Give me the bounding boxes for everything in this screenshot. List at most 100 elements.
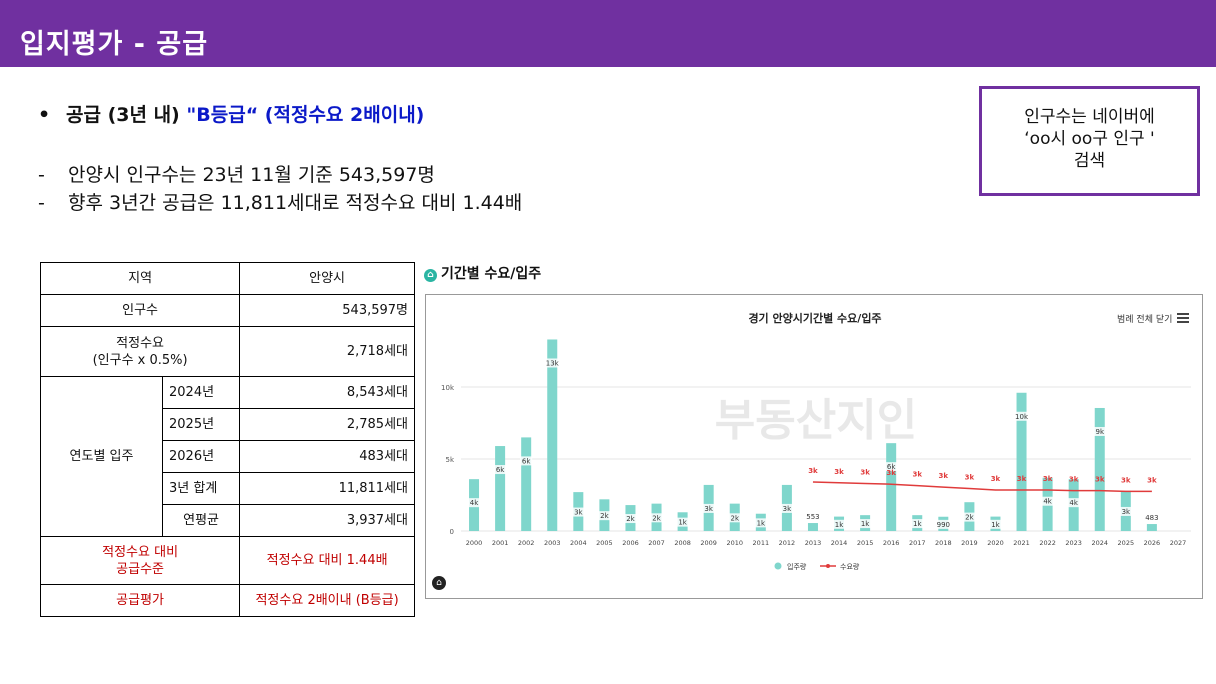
- grade-text: "B등급“ (적정수요 2배이내): [186, 104, 425, 126]
- x-tick-label: 2020: [987, 539, 1004, 547]
- bar: [1146, 524, 1157, 531]
- bar-label-bg: [543, 358, 561, 368]
- bar-label: 10k: [1015, 413, 1029, 421]
- bar: [886, 443, 897, 531]
- table-row: 지역 안양시: [39, 262, 415, 295]
- ratio-sub-label: 공급수준: [116, 561, 165, 577]
- x-tick-label: 2017: [909, 539, 926, 547]
- legend-line-label: 수요량: [840, 563, 860, 571]
- bar-label: 4k: [1043, 498, 1052, 506]
- bar-label-bg: [1013, 411, 1031, 421]
- bar-label: 6k: [887, 463, 896, 471]
- supply-line: - 향후 3년간 공급은 11,811세대로 적정수요 대비 1.44배: [38, 188, 522, 215]
- x-tick-label: 2010: [726, 539, 743, 547]
- population-line: - 안양시 인구수는 23년 11월 기준 543,597명: [38, 160, 435, 187]
- legend-line-dot: [826, 564, 830, 568]
- year-value: 11,811세대: [239, 472, 415, 505]
- bar-label-bg: [1119, 506, 1132, 516]
- hamburger-menu-icon[interactable]: [1177, 313, 1189, 323]
- bar-label: 3k: [783, 505, 792, 513]
- x-tick-label: 2002: [518, 539, 535, 547]
- bar-label: 1k: [913, 520, 922, 528]
- supply-grade-bullet: • 공급 (3년 내) "B등급“ (적정수요 2배이내): [38, 100, 424, 127]
- ratio-value: 적정수요 대비 1.44배: [239, 536, 415, 585]
- year-label: 3년 합계: [161, 472, 241, 505]
- bar-label: 2k: [626, 515, 635, 523]
- year-label: 2026년: [161, 440, 241, 473]
- line-label: 3k: [1095, 476, 1105, 484]
- y-tick-label: 0: [450, 528, 454, 536]
- bar-label: 6k: [522, 457, 531, 465]
- eval-label: 공급평가: [39, 584, 241, 617]
- year-label: 2025년: [161, 408, 241, 441]
- bar-label: 1k: [861, 520, 870, 528]
- table-row: 적정수요 (인구수 x 0.5%) 2,718세대: [39, 326, 415, 377]
- table-row: 2026년 483세대: [41, 440, 415, 473]
- x-tick-label: 2018: [935, 539, 952, 547]
- bar-label-bg: [468, 498, 481, 508]
- x-tick-label: 2025: [1118, 539, 1135, 547]
- x-tick-label: 2012: [779, 539, 796, 547]
- legend-close-button[interactable]: 범례 전체 닫기: [1117, 315, 1173, 325]
- year-value: 8,543세대: [239, 376, 415, 409]
- population-label: 인구수: [39, 294, 241, 327]
- population-value: 543,597명: [239, 294, 415, 327]
- bar-label: 1k: [757, 519, 766, 527]
- bar-label-bg: [728, 513, 741, 523]
- y-tick-label: 5k: [445, 456, 454, 464]
- bar-label: 1k: [678, 519, 687, 527]
- demand-sub-label: (인구수 x 0.5%): [92, 352, 188, 368]
- supply-text: 향후 3년간 공급은 11,811세대로 적정수요 대비 1.44배: [68, 192, 523, 214]
- line-label: 3k: [1069, 476, 1079, 484]
- x-tick-label: 2022: [1039, 539, 1056, 547]
- x-tick-label: 2008: [674, 539, 691, 547]
- chart-section-title: ⌂ 기간별 수요/입주: [424, 263, 541, 283]
- bar-label-bg: [572, 507, 585, 517]
- supply-demand-chart: 경기 안양시기간별 수요/입주 0 5k 10k 부동산지인 4k 6k 6k 13k 3k 2k 2…: [441, 311, 1191, 571]
- year-value: 2,785세대: [239, 408, 415, 441]
- home-icon: ⌂: [424, 269, 437, 282]
- year-value: 3,937세대: [239, 504, 415, 537]
- supply-table: 지역 안양시 인구수 543,597명 적정수요 (인구수 x 0.5%) 2,…: [39, 262, 415, 617]
- x-tick-label: 2019: [961, 539, 978, 547]
- line-label: 3k: [808, 467, 818, 475]
- line-label: 3k: [834, 468, 844, 476]
- ratio-label-cell: 적정수요 대비 공급수준: [39, 536, 241, 585]
- table-row: 연도별 입주 2024년 8,543세대: [40, 376, 415, 537]
- ratio-label: 적정수요 대비: [102, 544, 179, 560]
- bar-label: 2k: [652, 514, 661, 522]
- x-tick-label: 2004: [570, 539, 587, 547]
- year-label: 2024년: [161, 376, 241, 409]
- x-tick-label: 2021: [1013, 539, 1030, 547]
- x-tick-label: 2007: [648, 539, 665, 547]
- bar-label: 4k: [470, 499, 479, 507]
- bar: [521, 437, 532, 531]
- dash-marker: -: [38, 192, 45, 214]
- header-bar: 입지평가 - 공급: [0, 0, 1216, 67]
- bar-label-bg: [911, 519, 924, 529]
- bar-label-bg: [833, 519, 846, 529]
- bar-label-bg: [650, 513, 663, 523]
- x-tick-label: 2024: [1091, 539, 1108, 547]
- population-text: 안양시 인구수는 23년 11월 기준 543,597명: [68, 164, 435, 186]
- watermark-text: 부동산지인: [715, 395, 917, 446]
- bar-label-bg: [989, 519, 1002, 529]
- region-label: 지역: [39, 262, 241, 295]
- demand-label: 적정수요: [116, 335, 165, 351]
- year-label: 연평균: [161, 504, 241, 537]
- line-label: 3k: [1043, 475, 1053, 483]
- note-box: 인구수는 네이버에 ‘oo시 oo구 인구 ' 검색: [979, 86, 1200, 196]
- line-label: 3k: [965, 474, 975, 482]
- x-tick-label: 2001: [492, 539, 509, 547]
- bar: [1094, 407, 1105, 531]
- line-label: 3k: [886, 469, 896, 477]
- bar-label-bg: [702, 503, 715, 513]
- x-tick-label: 2014: [831, 539, 848, 547]
- table-row: 적정수요 대비 공급수준 적정수요 대비 1.44배: [39, 536, 415, 585]
- x-tick-label: 2026: [1144, 539, 1161, 547]
- bar: [1016, 392, 1027, 531]
- bar-label-bg: [1093, 426, 1106, 436]
- bar: [807, 523, 818, 531]
- supply-label: 공급 (3년 내): [66, 104, 187, 126]
- chart-panel: 경기 안양시기간별 수요/입주 0 5k 10k 부동산지인 4k 6k 6k 13k 3k 2k 2…: [425, 294, 1203, 599]
